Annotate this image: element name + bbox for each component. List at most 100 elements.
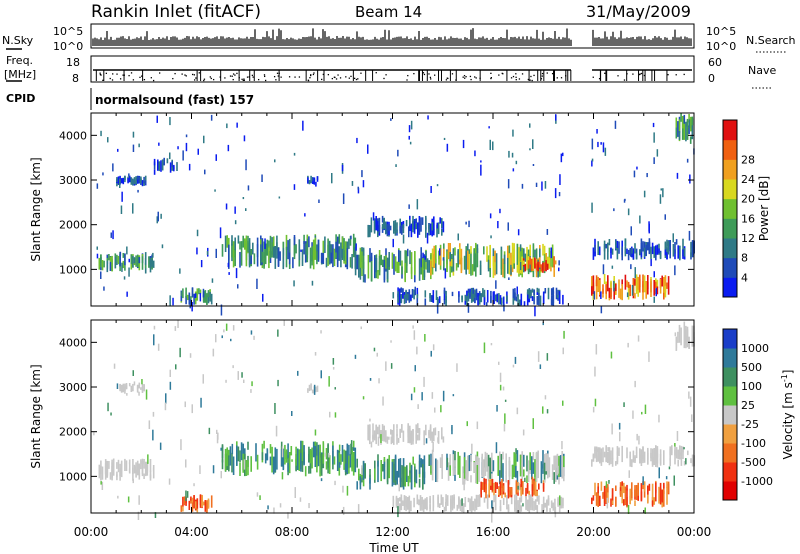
echo-cell bbox=[385, 221, 387, 235]
echo-cell bbox=[455, 263, 458, 271]
echo-cell bbox=[459, 455, 461, 478]
echo-noise bbox=[408, 226, 410, 238]
echo-cell bbox=[125, 460, 128, 471]
echo-cell bbox=[104, 466, 107, 480]
echo-noise bbox=[100, 271, 102, 279]
echo-noise bbox=[445, 502, 447, 512]
nave-point bbox=[639, 73, 641, 75]
echo-cell bbox=[268, 246, 270, 269]
echo-cell bbox=[406, 465, 408, 477]
echo-noise bbox=[164, 402, 167, 411]
nave-point bbox=[510, 77, 513, 79]
echo-noise bbox=[277, 379, 279, 387]
echo-cell bbox=[307, 388, 309, 393]
echo-noise bbox=[96, 183, 99, 189]
echo-cell bbox=[603, 244, 606, 260]
echo-cell bbox=[351, 458, 353, 470]
echo-cell bbox=[410, 430, 413, 445]
echo-cell bbox=[520, 505, 523, 512]
echo-cell bbox=[264, 453, 267, 464]
echo-cell bbox=[529, 452, 531, 471]
echo-cell bbox=[128, 175, 131, 183]
echo-noise bbox=[212, 465, 215, 474]
echo-noise bbox=[96, 253, 99, 259]
echo-noise bbox=[119, 251, 122, 256]
echo-cell bbox=[602, 284, 604, 294]
echo-cell bbox=[144, 262, 147, 269]
echo-cell bbox=[483, 497, 486, 503]
echo-cell bbox=[555, 472, 557, 483]
nave-point bbox=[518, 78, 521, 80]
echo-cell bbox=[373, 219, 376, 234]
echo-cell bbox=[148, 256, 150, 268]
echo-cell bbox=[120, 178, 123, 184]
echo-noise bbox=[338, 444, 341, 451]
echo-cell bbox=[308, 465, 310, 474]
echo-cell bbox=[520, 487, 522, 498]
echo-cell bbox=[359, 247, 362, 268]
echo-cell bbox=[501, 492, 503, 499]
echo-cell bbox=[667, 241, 670, 247]
echo-cell bbox=[135, 255, 137, 267]
echo-noise bbox=[665, 476, 668, 480]
echo-cell bbox=[599, 495, 601, 506]
echo-cell bbox=[311, 181, 314, 184]
echo-cell bbox=[677, 121, 679, 137]
echo-cell bbox=[542, 243, 544, 256]
echo-noise bbox=[107, 402, 109, 412]
echo-cell bbox=[526, 254, 528, 271]
echo-cell bbox=[372, 423, 374, 439]
echo-cell bbox=[398, 503, 401, 512]
echo-cell bbox=[349, 453, 352, 468]
echo-noise bbox=[291, 459, 293, 462]
echo-noise bbox=[172, 297, 174, 306]
echo-noise bbox=[185, 134, 188, 138]
echo-cell bbox=[542, 291, 545, 304]
echo-cell bbox=[451, 291, 454, 297]
echo-noise bbox=[600, 305, 603, 314]
echo-cell bbox=[152, 260, 155, 268]
echo-cell bbox=[623, 482, 625, 493]
colorbar-tick-label: 1000 bbox=[741, 342, 769, 355]
nave-point bbox=[277, 75, 279, 77]
echo-cell bbox=[655, 445, 657, 460]
echo-cell bbox=[465, 466, 467, 481]
nave-point bbox=[174, 72, 176, 75]
echo-cell bbox=[527, 260, 530, 269]
nave-point bbox=[322, 73, 324, 76]
echo-noise bbox=[119, 178, 121, 188]
echo-cell bbox=[393, 436, 395, 445]
echo-cell bbox=[476, 465, 479, 484]
echo-cell bbox=[314, 445, 317, 467]
echo-cell bbox=[185, 287, 187, 298]
echo-cell bbox=[404, 263, 406, 283]
echo-cell bbox=[592, 247, 595, 260]
nave-point bbox=[99, 72, 101, 74]
echo-cell bbox=[552, 291, 555, 304]
echo-noise bbox=[637, 335, 640, 342]
nave-point bbox=[640, 72, 643, 75]
echo-noise bbox=[412, 325, 414, 329]
y-tick-label: 2000 bbox=[59, 219, 87, 232]
echo-cell bbox=[418, 454, 421, 475]
nsky-tick-hi: 10^5 bbox=[53, 25, 83, 38]
echo-cell bbox=[248, 242, 251, 268]
echo-noise bbox=[653, 271, 655, 278]
echo-noise bbox=[602, 264, 605, 275]
echo-noise bbox=[402, 234, 405, 244]
echo-cell bbox=[488, 483, 490, 492]
echo-cell bbox=[655, 482, 657, 493]
echo-noise bbox=[430, 186, 432, 193]
echo-cell bbox=[316, 176, 319, 182]
nave-point bbox=[298, 76, 301, 78]
echo-cell bbox=[409, 473, 411, 483]
echo-cell bbox=[528, 500, 531, 513]
echo-noise bbox=[169, 369, 171, 377]
echo-noise bbox=[152, 252, 154, 258]
echo-cell bbox=[176, 162, 178, 171]
echo-cell bbox=[359, 257, 362, 280]
echo-cell bbox=[354, 237, 357, 248]
echo-noise bbox=[186, 491, 189, 498]
nave-point bbox=[313, 72, 315, 74]
echo-cell bbox=[136, 178, 139, 184]
